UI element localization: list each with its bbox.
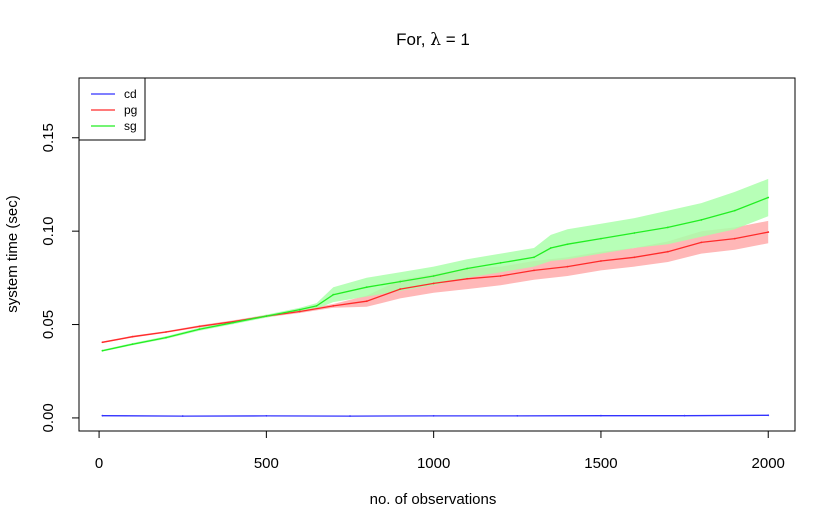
point-pg bbox=[432, 282, 435, 285]
legend: cd pg sg bbox=[78, 77, 146, 141]
point-pg bbox=[700, 241, 703, 244]
chart-title-lambda: λ bbox=[430, 30, 441, 50]
chart-title: For, λ = 1 bbox=[396, 30, 470, 50]
point-pg bbox=[198, 325, 201, 328]
point-sg bbox=[265, 315, 268, 318]
point-pg bbox=[533, 269, 535, 272]
point-pg bbox=[101, 341, 104, 344]
legend-label-pg: pg bbox=[124, 103, 137, 117]
point-cd bbox=[265, 414, 268, 417]
point-sg bbox=[666, 226, 669, 229]
y-tick-label: 0.10 bbox=[40, 217, 57, 246]
point-sg bbox=[232, 321, 234, 324]
chart-title-suffix: = 1 bbox=[441, 30, 470, 49]
line-layer bbox=[101, 196, 770, 417]
point-sg bbox=[533, 256, 535, 259]
point-sg bbox=[566, 243, 569, 246]
point-sg bbox=[767, 196, 770, 199]
point-sg bbox=[165, 336, 167, 339]
point-cd bbox=[101, 414, 104, 417]
y-axis-label: system time (sec) bbox=[4, 195, 21, 313]
point-sg bbox=[399, 280, 402, 283]
point-pg bbox=[499, 275, 502, 277]
point-pg bbox=[767, 231, 770, 233]
x-tick-label: 1500 bbox=[584, 455, 617, 472]
point-pg bbox=[365, 300, 368, 303]
point-pg bbox=[733, 237, 736, 240]
point-pg bbox=[165, 331, 167, 333]
x-axis-label: no. of observations bbox=[370, 491, 497, 508]
y-tick-label: 0.05 bbox=[40, 310, 57, 339]
point-sg bbox=[600, 237, 602, 240]
point-sg bbox=[332, 293, 335, 296]
y-tick-label: 0.00 bbox=[40, 403, 57, 432]
point-sg bbox=[298, 308, 301, 311]
point-sg bbox=[700, 219, 703, 221]
chart-title-prefix: For, bbox=[396, 30, 430, 49]
point-sg bbox=[733, 209, 736, 212]
legend-box bbox=[78, 77, 146, 141]
point-sg bbox=[432, 275, 435, 277]
point-cd bbox=[349, 415, 351, 417]
point-pg bbox=[633, 256, 636, 259]
point-sg bbox=[131, 343, 134, 346]
legend-label-sg: sg bbox=[124, 119, 137, 133]
point-sg bbox=[466, 267, 469, 270]
band-layer bbox=[102, 178, 769, 417]
point-sg bbox=[365, 286, 368, 289]
x-tick-label: 500 bbox=[254, 455, 279, 472]
point-cd bbox=[767, 414, 770, 417]
point-pg bbox=[298, 310, 301, 313]
point-cd bbox=[432, 414, 435, 417]
y-axis: 0.00 0.05 0.10 0.15 bbox=[40, 123, 80, 433]
point-sg bbox=[633, 232, 636, 234]
point-pg bbox=[566, 265, 569, 268]
point-pg bbox=[399, 288, 402, 290]
legend-label-cd: cd bbox=[124, 87, 137, 101]
point-pg bbox=[600, 260, 602, 262]
x-tick-label: 0 bbox=[95, 455, 103, 472]
x-tick-label: 2000 bbox=[752, 455, 785, 472]
point-pg bbox=[332, 304, 335, 307]
point-pg bbox=[666, 250, 669, 253]
y-tick-label: 0.15 bbox=[40, 123, 57, 152]
point-pg bbox=[466, 277, 469, 280]
point-sg bbox=[198, 328, 201, 331]
point-sg bbox=[101, 349, 104, 352]
point-cd bbox=[516, 414, 519, 417]
point-cd bbox=[600, 414, 602, 417]
series-line-cd bbox=[102, 414, 769, 417]
x-axis: 0 500 1000 1500 2000 bbox=[95, 430, 785, 472]
point-sg bbox=[499, 262, 502, 264]
point-sg bbox=[315, 304, 318, 307]
x-tick-label: 1000 bbox=[417, 455, 450, 472]
point-cd bbox=[683, 414, 686, 417]
point-cd bbox=[181, 415, 184, 417]
point-pg bbox=[131, 335, 134, 338]
point-sg bbox=[549, 247, 552, 249]
